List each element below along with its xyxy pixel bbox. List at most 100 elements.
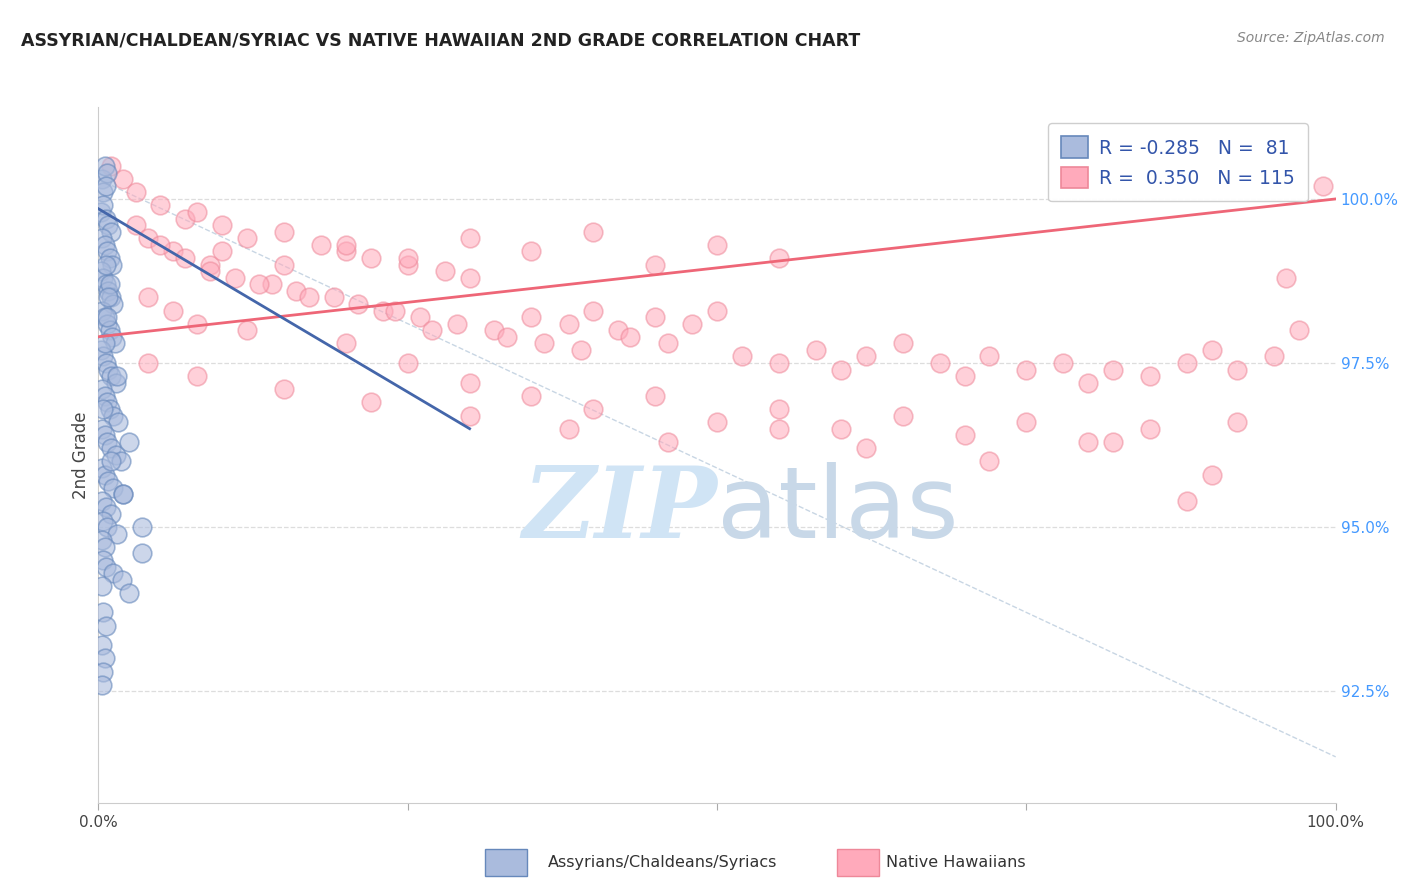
Point <box>101 330 124 344</box>
Point <box>768 401 790 416</box>
Point <box>1201 343 1223 357</box>
Point <box>657 336 679 351</box>
Point <box>91 303 114 318</box>
Point <box>495 330 517 344</box>
Point <box>96 166 118 180</box>
Point <box>100 442 122 456</box>
Point <box>371 303 394 318</box>
Point <box>335 244 357 259</box>
Point <box>103 566 125 580</box>
Point <box>211 244 233 259</box>
Point <box>360 251 382 265</box>
Point <box>112 487 135 501</box>
Point <box>91 533 114 548</box>
Point <box>186 317 208 331</box>
Point <box>644 258 666 272</box>
Point <box>94 618 117 632</box>
Point <box>335 238 357 252</box>
Point <box>273 258 295 272</box>
Point <box>104 376 127 390</box>
Point <box>93 665 115 679</box>
Point <box>1139 422 1161 436</box>
Point <box>360 395 382 409</box>
Point <box>520 244 543 259</box>
Point <box>93 310 115 324</box>
Point <box>706 415 728 429</box>
Point <box>105 526 128 541</box>
Point <box>224 270 246 285</box>
Text: ZIP: ZIP <box>522 462 717 558</box>
Point <box>131 520 153 534</box>
Point <box>93 350 115 364</box>
Point <box>198 258 221 272</box>
Point <box>107 415 129 429</box>
Point <box>136 356 159 370</box>
Text: Native Hawaiians: Native Hawaiians <box>886 855 1025 870</box>
Point <box>90 205 112 219</box>
Point <box>298 290 321 304</box>
Point <box>706 303 728 318</box>
Point <box>101 258 124 272</box>
Point <box>91 678 114 692</box>
Point <box>458 409 481 423</box>
Point <box>100 159 122 173</box>
Point <box>768 251 790 265</box>
Point <box>520 310 543 324</box>
Point <box>93 238 115 252</box>
Point <box>94 500 117 515</box>
Point <box>347 297 370 311</box>
Point <box>162 303 184 318</box>
Point <box>446 317 468 331</box>
Point <box>309 238 332 252</box>
Point <box>100 225 122 239</box>
Point <box>94 356 117 370</box>
Point <box>91 638 114 652</box>
Point <box>458 231 481 245</box>
Point <box>1077 376 1099 390</box>
Point <box>149 238 172 252</box>
Point <box>619 330 641 344</box>
Point <box>198 264 221 278</box>
Point <box>1015 415 1038 429</box>
Point <box>1102 434 1125 449</box>
Point <box>928 356 950 370</box>
Point <box>186 369 208 384</box>
Point <box>93 651 115 665</box>
Point <box>396 251 419 265</box>
Point <box>94 258 117 272</box>
Point <box>96 434 118 449</box>
Point <box>90 343 112 357</box>
Point <box>91 494 114 508</box>
Point <box>1275 270 1298 285</box>
Point <box>98 277 121 292</box>
Point <box>644 310 666 324</box>
Point <box>1015 362 1038 376</box>
Point <box>273 382 295 396</box>
Point <box>96 244 118 259</box>
Point <box>1139 369 1161 384</box>
Point <box>93 428 115 442</box>
Point <box>149 198 172 212</box>
Point <box>93 159 115 173</box>
Point <box>891 336 914 351</box>
Point <box>285 284 308 298</box>
Point <box>93 467 115 482</box>
Point <box>322 290 344 304</box>
Point <box>236 231 259 245</box>
Point <box>94 178 117 193</box>
Point <box>91 461 114 475</box>
Point <box>110 454 132 468</box>
Point <box>103 336 125 351</box>
Point <box>94 559 117 574</box>
Point <box>103 297 125 311</box>
Point <box>93 186 115 200</box>
Point <box>804 343 827 357</box>
Point <box>830 362 852 376</box>
Point <box>260 277 283 292</box>
Point <box>93 553 115 567</box>
Point <box>96 317 118 331</box>
Point <box>607 323 630 337</box>
Point <box>273 225 295 239</box>
Point <box>100 507 122 521</box>
Point <box>1312 178 1334 193</box>
